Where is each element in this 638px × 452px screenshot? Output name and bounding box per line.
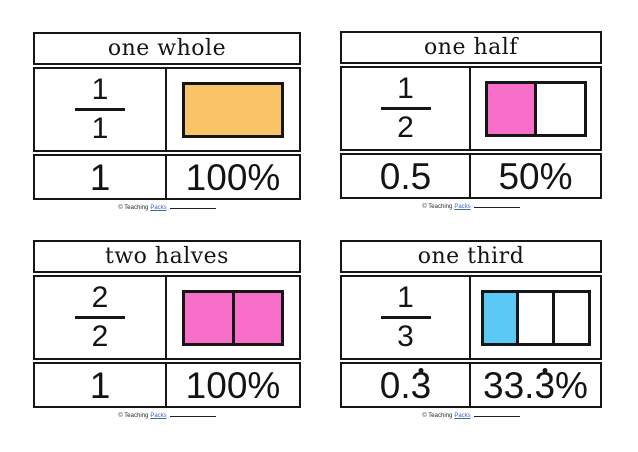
- fraction-shape: [182, 81, 284, 138]
- card-footer: © Teaching Packs: [33, 205, 301, 211]
- footer-line: [169, 415, 216, 417]
- copyright-text: © Teaching: [118, 413, 149, 419]
- fraction-shape: [484, 80, 587, 137]
- fraction-numerator: 1: [91, 73, 109, 106]
- decimal-value: 0.5: [342, 155, 471, 197]
- decimal-value: 1: [35, 156, 167, 198]
- footer-link[interactable]: Packs: [150, 205, 167, 211]
- shape-segment: [487, 83, 534, 134]
- fraction-bar: [75, 316, 125, 319]
- percent-text: 50%: [498, 155, 573, 197]
- percent-value: 33. 3%: [471, 364, 600, 406]
- footer-line: [169, 207, 216, 209]
- shape-segment: [534, 83, 584, 134]
- values-row: 1 100%: [33, 154, 301, 200]
- fraction-shape-row: 1 1: [33, 67, 301, 152]
- shape-cell: [471, 68, 600, 149]
- fraction: 1 2: [380, 72, 431, 144]
- fraction-bar: [380, 107, 431, 110]
- fraction-shape-row: 1 2: [340, 66, 602, 151]
- fraction-denominator: 2: [397, 111, 414, 144]
- fraction-bar: [75, 108, 125, 111]
- card-footer: © Teaching Packs: [33, 413, 301, 419]
- decimal-text: 1: [89, 364, 111, 406]
- fraction-numerator: 2: [91, 281, 109, 314]
- copyright-text: © Teaching: [422, 413, 453, 419]
- fraction: 1 1: [75, 75, 125, 144]
- card-title: one whole: [33, 32, 301, 65]
- fraction-shape-row: 2 2: [33, 275, 301, 360]
- card-title: one third: [340, 240, 602, 273]
- values-row: 0. 3 33. 3%: [340, 362, 602, 408]
- percent-suffix: %: [555, 364, 588, 406]
- percent-value: 100%: [167, 156, 299, 198]
- copyright-text: © Teaching: [118, 205, 149, 211]
- footer-link[interactable]: Packs: [454, 204, 471, 210]
- fraction-cell: 1 2: [342, 68, 471, 149]
- card-one-half: one half 1 2 0.5 50% © Teaching Packs: [340, 31, 602, 210]
- shape-segment: [551, 292, 588, 343]
- card-footer: © Teaching Packs: [340, 204, 602, 210]
- footer-line: [473, 415, 520, 417]
- fraction-bar: [380, 316, 431, 319]
- fraction-shape: [182, 289, 284, 346]
- percent-value: 50%: [471, 155, 600, 197]
- footer-line: [473, 206, 520, 208]
- values-row: 1 100%: [33, 362, 301, 408]
- decimal-value: 0. 3: [342, 364, 471, 406]
- decimal-text: 0.: [379, 364, 411, 406]
- decimal-value: 1: [35, 364, 167, 406]
- card-footer: © Teaching Packs: [340, 413, 602, 419]
- fraction: 2 2: [75, 283, 125, 352]
- shape-segment: [516, 292, 552, 343]
- fraction-denominator: 2: [91, 320, 109, 353]
- card-one-third: one third 1 3 0. 3 33. 3% © Teaching Packs: [340, 240, 602, 419]
- recurring-digit: 3: [410, 364, 432, 406]
- fraction-shape-row: 1 3: [340, 275, 602, 360]
- percent-text: 33.: [483, 364, 535, 406]
- footer-link[interactable]: Packs: [150, 413, 167, 419]
- recurring-digit: 3: [534, 364, 556, 406]
- fraction-numerator: 1: [397, 72, 414, 105]
- copyright-text: © Teaching: [422, 204, 453, 210]
- fraction-cell: 2 2: [35, 277, 167, 358]
- percent-value: 100%: [167, 364, 299, 406]
- card-title: one half: [340, 31, 602, 64]
- percent-text: 100%: [185, 156, 281, 198]
- percent-text: 100%: [185, 364, 281, 406]
- shape-segment: [185, 84, 281, 135]
- footer-link[interactable]: Packs: [454, 413, 471, 419]
- decimal-text: 0.5: [379, 155, 432, 197]
- shape-segment: [483, 292, 517, 343]
- fraction-shape: [480, 289, 591, 346]
- fraction-denominator: 3: [397, 320, 414, 353]
- values-row: 0.5 50%: [340, 153, 602, 199]
- fraction-cell: 1 3: [342, 277, 471, 358]
- shape-segment: [185, 292, 232, 343]
- decimal-text: 1: [89, 156, 111, 198]
- fraction: 1 3: [380, 281, 431, 353]
- card-one-whole: one whole 1 1 1 100% © Teaching Packs: [33, 32, 301, 211]
- card-title: two halves: [33, 240, 301, 273]
- shape-cell: [471, 277, 600, 358]
- fraction-cell: 1 1: [35, 69, 167, 150]
- card-two-halves: two halves 2 2 1 100% © Teaching Packs: [33, 240, 301, 419]
- fraction-denominator: 1: [91, 112, 109, 145]
- shape-cell: [167, 277, 299, 358]
- fraction-numerator: 1: [397, 281, 414, 314]
- shape-cell: [167, 69, 299, 150]
- shape-segment: [231, 292, 281, 343]
